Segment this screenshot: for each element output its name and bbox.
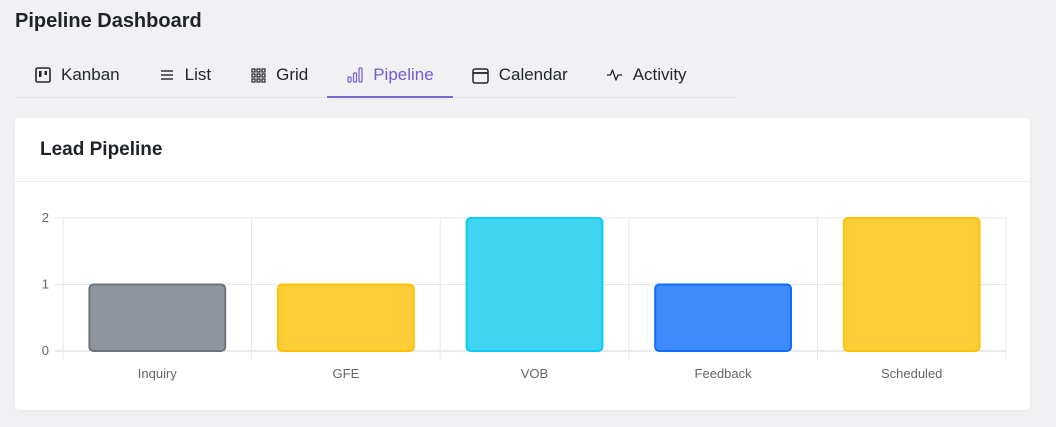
tab-calendar[interactable]: Calendar xyxy=(453,53,587,97)
tab-kanban-label: Kanban xyxy=(61,65,120,84)
y-tick-label: 2 xyxy=(42,210,49,225)
lead-pipeline-card: Lead Pipeline 0 1 2 Inquiry GFE VOB Feedback Sc… xyxy=(15,118,1030,410)
tab-list[interactable]: List xyxy=(139,53,230,97)
tab-calendar-label: Calendar xyxy=(498,65,568,84)
tab-activity-label: Activity xyxy=(632,65,687,84)
activity-icon xyxy=(606,66,624,84)
x-tick-label: VOB xyxy=(521,366,548,381)
bar-inquiry xyxy=(88,283,227,352)
x-tick-label: Inquiry xyxy=(138,366,178,381)
tab-grid-label: Grid xyxy=(276,65,309,84)
tab-kanban[interactable]: Kanban xyxy=(15,53,139,97)
y-tick-label: 1 xyxy=(42,277,49,292)
bar-chart-icon xyxy=(346,66,364,84)
grid-icon xyxy=(249,66,267,84)
y-tick-label: 0 xyxy=(42,343,49,358)
x-tick-label: GFE xyxy=(333,366,360,381)
tab-pipeline-label: Pipeline xyxy=(373,65,434,84)
list-icon xyxy=(158,66,176,84)
bar-feedback xyxy=(654,283,792,352)
x-tick-label: Feedback xyxy=(695,366,753,381)
tab-activity[interactable]: Activity xyxy=(587,53,706,97)
card-title: Lead Pipeline xyxy=(15,118,1030,182)
bar-gfe xyxy=(277,283,415,352)
calendar-icon xyxy=(472,66,490,84)
x-tick-label: Scheduled xyxy=(881,366,942,381)
kanban-icon xyxy=(34,66,52,84)
view-tabs: Kanban List Grid Pipeline xyxy=(15,53,736,98)
tab-pipeline[interactable]: Pipeline xyxy=(327,53,453,98)
tab-grid[interactable]: Grid xyxy=(230,53,327,97)
page-title: Pipeline Dashboard xyxy=(15,10,202,32)
bar-scheduled xyxy=(842,217,981,352)
lead-pipeline-chart: 0 1 2 Inquiry GFE VOB Feedback Scheduled xyxy=(42,210,1007,381)
bar-vob xyxy=(465,217,604,352)
tab-list-label: List xyxy=(184,65,212,84)
